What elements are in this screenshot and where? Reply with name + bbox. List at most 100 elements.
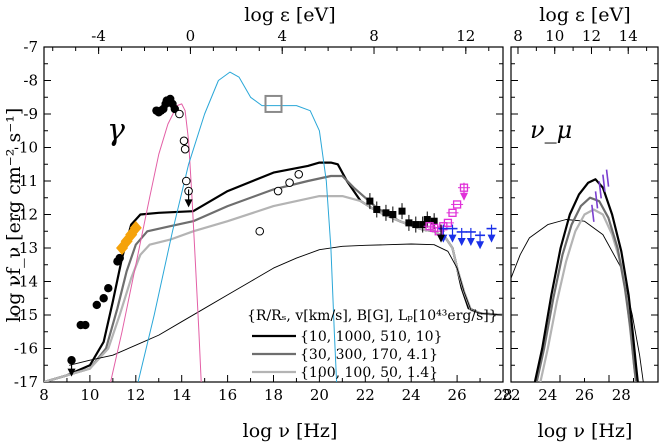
plot-area [511,169,644,382]
neutrino-flux-band-line [605,169,610,187]
observation-square [398,207,406,215]
y-tick-label: -8 [23,72,38,90]
y-tick-label: -9 [23,105,38,123]
observation-open-point [180,144,190,154]
x-tick-label: 16 [218,386,237,404]
y-tick-label: -17 [14,373,38,391]
observation-square [366,197,374,205]
series-line-3 [535,196,638,382]
observation-point [92,300,101,310]
neutrino-flux-band-line [594,191,599,209]
y-tick-label: -12 [14,206,38,224]
top-tick-label: 12 [582,27,601,45]
upper-limit-black [67,368,76,377]
y-tick-label: -13 [14,239,38,257]
x-tick-label: 18 [264,386,283,404]
neutrino-flux-band-line [591,204,595,222]
top-tick-label: 10 [545,27,564,45]
observation-point [115,253,124,263]
top-xlabel-gamma: log ε [eV] [244,4,335,26]
observation-square [373,205,381,213]
gamma-panel-label: γ [107,113,125,148]
observation-open-point [179,136,189,146]
observation-open-point [255,226,265,236]
bottom-xlabel-gamma: log ν [Hz] [243,420,338,442]
top-tick-label: -4 [91,27,106,45]
y-tick-label: -16 [14,340,38,358]
x-tick-label: 14 [172,386,191,404]
y-tick-label: -14 [14,273,38,291]
observation-square [412,221,420,229]
upper-limit-blue [476,241,485,250]
observation-square [423,216,431,224]
neutrino-panel-label: ν_μ [530,116,572,144]
neutrino-flux-band-line [598,181,602,199]
series-line-4 [533,178,639,382]
top-tick-label: 4 [277,27,287,45]
upper-limit-blue [487,234,496,243]
legend: {R/Rₛ, v[km/s], B[G], Lₚ[10⁴³erg/s]} {10… [247,308,498,381]
upper-limit-black [184,199,193,208]
legend-title: {R/Rₛ, v[km/s], B[G], Lₚ[10⁴³erg/s]} [247,308,498,324]
bottom-xlabel-neutrino: log ν [Hz] [538,420,633,442]
observation-magenta-square [443,218,453,228]
neutrino-panel: 22 24 26 28 8 10 12 14 [501,27,659,404]
observation-magenta-square [425,222,434,231]
observation-point [104,284,113,293]
x-tick-label: 24 [538,386,557,404]
observation-point [81,320,90,330]
series-line-5 [110,103,202,382]
observation-magenta-square [452,200,462,209]
legend-entry-1: {10, 1000, 510, 10} [300,329,443,345]
observation-diamond [129,220,142,235]
x-tick-label: 22 [501,386,520,404]
x-tick-label: 26 [448,386,467,404]
upper-limit-black [437,234,446,243]
upper-limit-magenta [459,192,468,201]
series-line-1 [511,219,644,382]
top-tick-label: 0 [186,27,196,45]
x-tick-label: 28 [612,386,631,404]
y-tick-label: -10 [14,139,38,157]
observation-square [430,217,438,225]
gamma-panel: 8 10 12 14 16 18 20 22 24 26 28 -17 -16 -15 -14 -13 -12 -… [14,27,513,404]
x-tick-label: 12 [126,386,145,404]
observation-square [389,211,397,218]
observation-open-square [264,94,283,113]
observation-square [405,219,413,227]
x-tick-label: 22 [356,386,375,404]
top-tick-label: 12 [456,27,475,45]
observation-open-point [294,170,304,179]
x-tick-label: 24 [402,386,421,404]
series-line-6 [137,71,338,382]
top-tick-label: 8 [369,27,379,45]
observation-point [99,294,108,303]
top-tick-label: 14 [619,27,638,45]
legend-entry-3: {100, 100, 50, 1.4} [300,365,438,381]
observation-open-point [181,176,191,186]
ylabel: log νf_ν [erg cm⁻² s⁻¹] [3,108,25,322]
observation-open-point [273,186,283,196]
y-tick-label: -15 [14,306,38,324]
x-tick-label: 10 [80,386,99,404]
x-tick-label: 8 [39,386,49,404]
upper-limit-blue [466,237,475,246]
y-tick-label: -11 [14,172,38,190]
series-line-3 [44,195,503,382]
observation-open-point [285,178,294,187]
observation-square [419,221,427,229]
observation-square [382,209,390,217]
upper-limit-blue [457,237,466,246]
x-tick-label: 20 [310,386,329,404]
legend-entry-2: {30, 300, 170, 4.1} [300,347,438,363]
y-tick-label: -7 [23,38,38,56]
top-tick-label: 8 [513,27,523,45]
observation-open-point [175,109,184,119]
axis-labels: log ε [eV] log ε [eV] log ν [Hz] log ν [… [3,4,632,442]
x-tick-label: 28 [493,386,512,404]
neutrino-flux-band-line [602,174,606,192]
x-tick-label: 26 [575,386,594,404]
upper-limit-blue [448,234,457,243]
top-xlabel-neutrino: log ε [eV] [539,4,630,26]
